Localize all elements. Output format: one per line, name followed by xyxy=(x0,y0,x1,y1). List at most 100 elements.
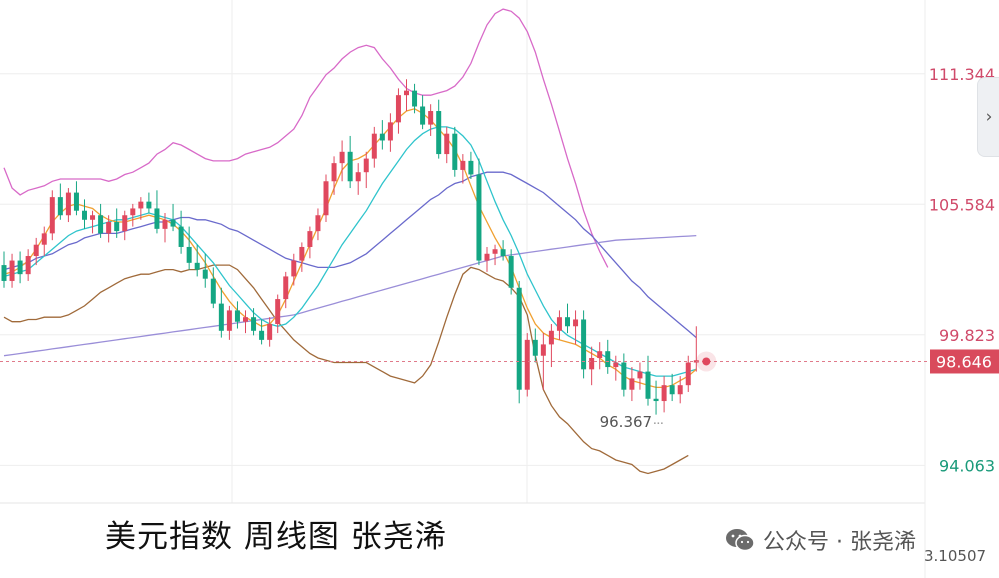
line-ma_mid xyxy=(3,126,697,377)
candle-up xyxy=(267,324,273,340)
grid-lines xyxy=(0,0,926,578)
candle-up xyxy=(243,317,248,322)
candle-series: 96.367 xyxy=(1,79,699,431)
candle-down xyxy=(73,192,79,211)
candle-up xyxy=(9,260,15,281)
candle-up xyxy=(323,181,329,216)
candle-down xyxy=(218,303,224,331)
candle-up xyxy=(524,339,530,390)
candle-up xyxy=(685,362,691,386)
candle-up xyxy=(677,385,683,395)
candle-up xyxy=(122,215,128,232)
expand-panel-button[interactable]: › xyxy=(977,77,999,157)
candle-up xyxy=(339,151,345,164)
candle-up xyxy=(395,95,401,123)
candle-down xyxy=(178,226,184,247)
candle-down xyxy=(468,160,474,175)
candle-down xyxy=(210,278,216,304)
candle-down xyxy=(653,398,659,402)
candle-down xyxy=(412,90,418,107)
line-ma_longest xyxy=(3,234,697,357)
low-annotation-label: 96.367 xyxy=(600,413,653,431)
candle-down xyxy=(98,215,104,234)
candle-up xyxy=(460,160,466,170)
candle-up xyxy=(444,133,450,155)
current-price-line: 98.646 xyxy=(0,349,999,374)
candle-down xyxy=(621,362,627,390)
watermark: 公众号 · 张尧浠 xyxy=(725,524,916,556)
candle-down xyxy=(645,371,651,399)
candle-up xyxy=(371,133,377,159)
pulse-dot xyxy=(702,357,711,366)
candle-down xyxy=(202,269,208,279)
chart-caption: 美元指数 周线图 张尧浠 xyxy=(105,519,447,555)
candle-down xyxy=(605,351,611,368)
candle-down xyxy=(1,265,7,281)
candle-down xyxy=(379,133,385,141)
candle-down xyxy=(114,222,120,232)
candle-down xyxy=(532,339,538,356)
candle-up xyxy=(484,253,490,261)
candle-up xyxy=(25,256,31,275)
candle-up xyxy=(355,172,361,182)
candle-up xyxy=(283,276,289,300)
candle-down xyxy=(194,262,200,270)
candle-up xyxy=(597,351,603,358)
candle-up xyxy=(387,122,393,141)
candle-down xyxy=(500,249,506,257)
candle-down xyxy=(508,256,514,288)
current-price-label: 98.646 xyxy=(936,352,992,371)
candle-up xyxy=(307,231,313,247)
candle-down xyxy=(146,201,152,209)
candle-down xyxy=(17,260,23,275)
y-tick-label: 105.584 xyxy=(929,195,995,214)
wechat-icon xyxy=(726,529,755,552)
candle-up xyxy=(556,317,562,331)
candle-up xyxy=(404,90,409,96)
candle-up xyxy=(41,233,47,245)
candle-down xyxy=(436,111,442,155)
candle-down xyxy=(186,246,192,263)
chevron-right-icon: › xyxy=(985,107,993,127)
candle-down xyxy=(452,133,458,170)
candle-up xyxy=(106,222,112,234)
line-ma_long xyxy=(3,171,697,339)
candle-down xyxy=(565,317,570,327)
date-label: 3.10507 xyxy=(924,547,987,565)
candle-down xyxy=(259,330,265,340)
candle-up xyxy=(428,111,434,125)
candle-up xyxy=(331,163,337,182)
candle-up xyxy=(613,362,619,368)
candle-up xyxy=(90,215,96,220)
candle-up xyxy=(540,344,546,356)
candle-down xyxy=(420,106,426,125)
candle-up xyxy=(49,197,55,234)
line-boll_lower xyxy=(3,264,689,475)
candle-up xyxy=(130,208,136,216)
candle-up xyxy=(275,299,281,325)
candle-up xyxy=(492,249,498,254)
current-price-badge xyxy=(930,349,999,374)
candle-up xyxy=(33,244,39,257)
candle-down xyxy=(669,385,675,395)
candle-down xyxy=(476,174,482,261)
indicator-lines xyxy=(3,8,697,475)
y-tick-label: 99.823 xyxy=(939,326,995,345)
watermark-text: 公众号 · 张尧浠 xyxy=(763,530,916,555)
candle-up xyxy=(65,192,71,216)
candle-down xyxy=(170,219,176,227)
candle-down xyxy=(251,317,257,331)
candle-down xyxy=(516,287,522,390)
candle-up xyxy=(363,158,369,173)
candle-up xyxy=(629,378,635,390)
candle-down xyxy=(82,210,87,220)
candle-up xyxy=(661,385,667,402)
candle-up xyxy=(138,201,144,209)
candle-down xyxy=(347,151,353,182)
y-tick-label: 94.063 xyxy=(939,456,995,475)
candle-down xyxy=(234,310,240,322)
candle-up xyxy=(315,215,321,232)
candle-down xyxy=(154,208,160,229)
candle-up xyxy=(548,330,554,345)
